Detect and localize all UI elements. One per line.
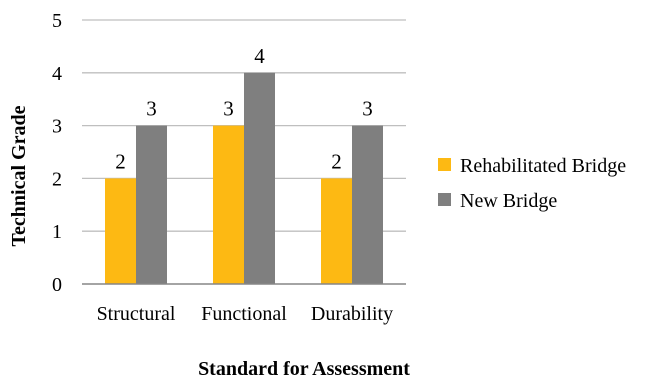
x-tick-label: Functional [201, 303, 287, 325]
y-tick-label: 4 [52, 63, 62, 85]
bar-new-bridge-structural [136, 125, 167, 284]
bar-rehabilitated-bridge-structural [105, 178, 136, 284]
bar-rehabilitated-bridge-durability [321, 178, 352, 284]
data-label: 3 [362, 97, 373, 121]
y-tick-label: 0 [52, 274, 62, 296]
x-axis-title: Standard for Assessment [198, 358, 410, 378]
y-tick-label: 5 [52, 10, 62, 32]
x-axis-labels: Structural Functional Durability [97, 303, 394, 325]
bar-rehabilitated-bridge-functional [213, 125, 244, 284]
legend-label: Rehabilitated Bridge [460, 155, 626, 177]
legend-swatch [438, 158, 451, 171]
data-label: 4 [254, 44, 265, 68]
y-axis-ticks: 0 1 2 3 4 5 [52, 10, 62, 296]
legend: Rehabilitated Bridge New Bridge [438, 155, 626, 212]
bar-new-bridge-functional [244, 72, 275, 284]
data-label: 3 [146, 97, 157, 121]
data-label: 2 [115, 149, 126, 173]
data-labels: 2 3 3 4 2 3 [115, 44, 373, 174]
bars [105, 72, 383, 284]
x-tick-label: Structural [97, 303, 176, 325]
data-label: 3 [223, 97, 234, 121]
y-tick-label: 3 [52, 116, 62, 138]
y-tick-label: 1 [52, 221, 62, 243]
legend-swatch [438, 193, 451, 206]
y-axis-title: Technical Grade [8, 105, 30, 246]
x-tick-label: Durability [311, 303, 393, 325]
legend-label: New Bridge [460, 190, 557, 212]
bar-new-bridge-durability [352, 125, 383, 284]
data-label: 2 [331, 149, 342, 173]
y-tick-label: 2 [52, 168, 62, 190]
